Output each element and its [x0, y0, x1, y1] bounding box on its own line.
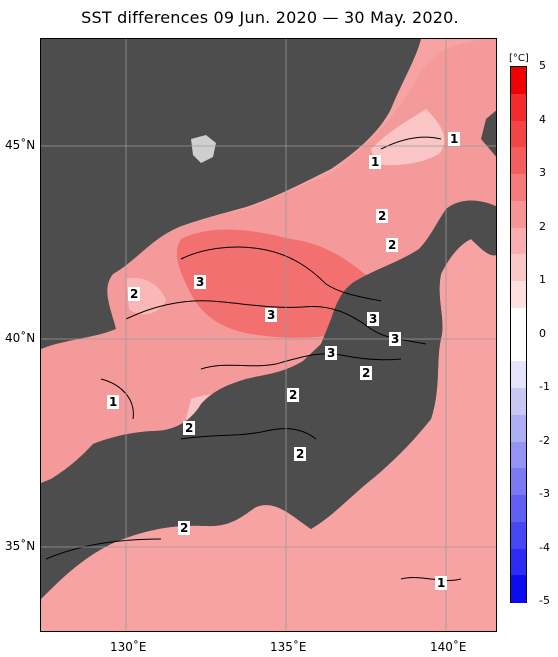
- lake: [191, 135, 216, 163]
- contour-label: 2: [376, 209, 389, 223]
- contour-label: 2: [128, 287, 141, 301]
- colorbar-segment: [511, 93, 526, 121]
- colorbar-tick-label: 1: [539, 273, 546, 286]
- lon-label-140e: 140˚E: [430, 640, 467, 654]
- contour-label: 3: [194, 275, 207, 289]
- west-pale: [126, 277, 166, 315]
- land-korea-hokkaido: [41, 39, 421, 349]
- colorbar: [510, 66, 527, 603]
- land-hokkaido-tip: [481, 110, 496, 157]
- colorbar-segment: [511, 254, 526, 282]
- colorbar-segment: [511, 414, 526, 442]
- colorbar-tick-label: -1: [539, 380, 550, 393]
- colorbar-segment: [511, 521, 526, 549]
- lon-label-135e: 135˚E: [270, 640, 307, 654]
- colorbar-segment: [511, 495, 526, 523]
- colorbar-tick-label: 2: [539, 219, 546, 233]
- colorbar-segment: [511, 388, 526, 416]
- colorbar-tick-label: -4: [539, 540, 550, 554]
- colorbar-segment: [511, 575, 526, 603]
- colorbar-segment: [511, 361, 526, 389]
- lat-label-45n: 45˚N: [5, 138, 36, 152]
- colorbar-tick-label: -5: [539, 594, 550, 607]
- lat-label-40n: 40˚N: [5, 331, 36, 345]
- contour-label: 2: [183, 421, 196, 435]
- colorbar-tick-label: -2: [539, 433, 550, 447]
- colorbar-segment: [511, 307, 526, 335]
- lat-label-35n: 35˚N: [5, 539, 36, 553]
- colorbar-segment: [511, 468, 526, 496]
- colorbar-segment: [511, 441, 526, 469]
- contour-label: 1: [107, 395, 120, 409]
- sst-map-canvas: [41, 39, 496, 631]
- contour-label: 3: [325, 346, 338, 360]
- contour-label: 3: [389, 332, 402, 346]
- contour-label: 3: [367, 312, 380, 326]
- graticule: [41, 39, 496, 631]
- colorbar-unit: [°C]: [509, 53, 529, 64]
- north-pale: [371, 109, 445, 166]
- colorbar-segment: [511, 281, 526, 309]
- colorbar-segment: [511, 67, 526, 95]
- contour-label: 2: [360, 366, 373, 380]
- contour-label: 3: [265, 308, 278, 322]
- lon-label-130e: 130˚E: [110, 640, 147, 654]
- contour-label: 2: [178, 521, 191, 535]
- colorbar-tick-label: -3: [539, 487, 550, 500]
- contour-label: 1: [435, 576, 448, 590]
- colorbar-tick-label: 3: [539, 166, 546, 179]
- colorbar-segment: [511, 120, 526, 148]
- contour-label: 1: [369, 155, 382, 169]
- sst-map: 1 1 2 2 2 3 3 3 3 3 2 2 1 2 2 2 1: [40, 38, 497, 632]
- colorbar-segment: [511, 200, 526, 228]
- colorbar-segment: [511, 227, 526, 255]
- land-honshu: [41, 200, 496, 599]
- land-oki: [299, 509, 307, 517]
- contour-label: 2: [386, 238, 399, 252]
- map-title: SST differences 09 Jun. 2020 — 30 May. 2…: [81, 8, 459, 27]
- contour-label: 2: [294, 447, 307, 461]
- colorbar-tick-label: 4: [539, 112, 546, 126]
- contour-label: 2: [287, 388, 300, 402]
- colorbar-segment: [511, 334, 526, 362]
- colorbar-segment: [511, 548, 526, 576]
- colorbar-segment: [511, 174, 526, 202]
- colorbar-segment: [511, 147, 526, 175]
- colorbar-tick-label: 0: [539, 326, 546, 340]
- contour-label: 1: [448, 132, 461, 146]
- colorbar-tick-label: 5: [539, 59, 546, 72]
